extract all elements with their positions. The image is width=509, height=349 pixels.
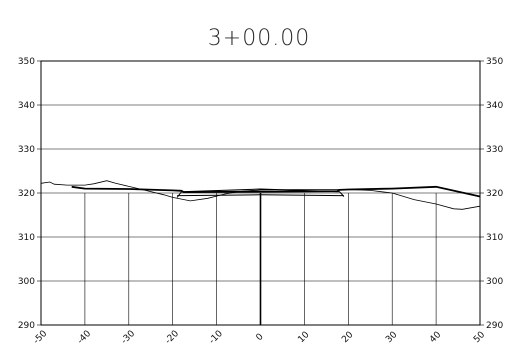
y-tick-label-right: 290 [486, 321, 503, 331]
y-tick-label-right: 300 [486, 277, 503, 287]
x-tick-label: -40 [76, 329, 94, 347]
pavement-top-line [176, 188, 345, 198]
proposed-grade-line [71, 185, 481, 198]
x-tick-label: -20 [164, 329, 182, 347]
y-tick-label-right: 320 [486, 189, 503, 199]
x-tick-label: 30 [384, 330, 399, 345]
x-tick-label: 50 [472, 330, 487, 345]
x-tick-label: 20 [340, 330, 355, 345]
y-tick-label-left: 310 [18, 233, 35, 243]
x-tick-label: 0 [255, 332, 266, 343]
y-tick-label-left: 340 [18, 101, 35, 111]
y-tick-label-left: 290 [18, 321, 35, 331]
series-layer [40, 180, 481, 210]
y-tick-label-right: 340 [486, 101, 503, 111]
y-tick-label-left: 330 [18, 145, 35, 155]
plot-frame [40, 60, 481, 326]
y-tick-label-right: 330 [486, 145, 503, 155]
grid-layer [37, 60, 484, 326]
existing-ground-line [40, 180, 481, 210]
x-tick-label: -30 [120, 329, 138, 347]
y-tick-label-right: 350 [486, 57, 503, 67]
station-title: 3+00.00 [208, 26, 310, 51]
y-tick-label-left: 350 [18, 57, 35, 67]
x-tick-label: -50 [32, 329, 50, 347]
y-tick-label-left: 300 [18, 277, 35, 287]
pavement-bottom-line [177, 194, 344, 197]
x-tick-label: 10 [296, 330, 311, 345]
x-tick-label: -10 [207, 329, 225, 347]
x-tick-label: 40 [428, 330, 443, 345]
y-tick-label-left: 320 [18, 189, 35, 199]
y-tick-label-right: 310 [486, 233, 503, 243]
